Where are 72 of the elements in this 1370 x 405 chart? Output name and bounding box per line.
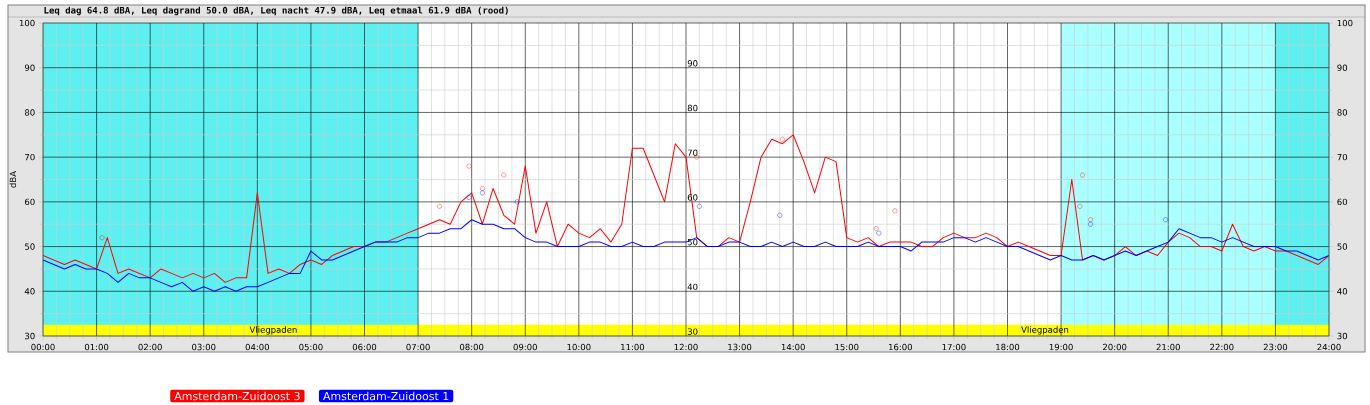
point [501, 172, 507, 178]
x-tick-label: 18:00 [996, 343, 1020, 351]
y2-tick-label: 80 [1337, 109, 1348, 116]
chart-title: Leq dag 64.8 dBA, Leq dagrand 50.0 dBA, Leq nacht 47.9 dBA, Leq etmaal 61.9 dBA (rood) [44, 6, 508, 16]
x-tick-label: 08:00 [459, 343, 484, 351]
y2-tick-label: 30 [1337, 332, 1348, 340]
point [466, 163, 472, 169]
point [780, 136, 785, 142]
y-tick-label: 80 [24, 109, 35, 116]
point [1080, 172, 1085, 178]
y-tick-label: 70 [25, 153, 35, 161]
y-tick-label: 90 [24, 64, 35, 71]
x-tick-label: 15:00 [835, 343, 859, 351]
x-tick-label: 01:00 [84, 343, 109, 351]
x-tick-label: 10:00 [567, 343, 591, 351]
annotation: 50 [687, 238, 698, 246]
y2-tick-label: 60 [1337, 198, 1348, 206]
x-tick-label: 07:00 [406, 343, 430, 351]
annotation: 40 [687, 283, 698, 291]
x-tick-label: 12:00 [674, 343, 698, 351]
x-tick-label: 13:00 [728, 343, 752, 351]
point [1088, 221, 1093, 227]
x-tick-label: 24:00 [1317, 343, 1341, 351]
point [479, 190, 485, 196]
point [1163, 217, 1168, 223]
x-tick-label: 14:00 [781, 343, 805, 351]
point [99, 235, 105, 241]
point [697, 203, 702, 209]
point [873, 226, 879, 232]
y-tick-label: 60 [24, 198, 35, 206]
point [466, 194, 472, 200]
y-tick-label: 30 [25, 332, 35, 340]
y-tick-label: 100 [19, 19, 35, 27]
x-tick-label: 05:00 [299, 343, 323, 351]
x-tick-label: 03:00 [192, 343, 216, 351]
point [1088, 217, 1093, 223]
x-tick-label: 04:00 [245, 343, 270, 351]
text: Amsterdam-Zuidoost 3 [174, 391, 300, 401]
point [777, 212, 783, 218]
point [876, 230, 882, 236]
point [479, 186, 485, 191]
annotation: Vliegpaden [1021, 326, 1069, 335]
x-tick-label: 19:00 [1049, 343, 1073, 351]
y2-tick-label: 100 [1337, 19, 1353, 27]
x-tick-label: 21:00 [1156, 343, 1180, 351]
annotation: 90 [687, 60, 698, 67]
y-tick-label: 40 [24, 288, 35, 295]
x-tick-label: 06:00 [352, 343, 377, 351]
x-tick-label: 17:00 [942, 343, 966, 351]
point [437, 203, 442, 209]
x-tick-label: 02:00 [138, 343, 162, 351]
y-axis-title: dBA [9, 171, 17, 188]
x-tick-label: 00:00 [31, 343, 55, 351]
y2-tick-label: 40 [1337, 288, 1348, 295]
annotation: 80 [687, 104, 698, 112]
x-tick-label: 11:00 [621, 343, 645, 351]
x-tick-label: 20:00 [1103, 343, 1127, 351]
x-tick-label: 23:00 [1263, 343, 1288, 351]
x-tick-label: 22:00 [1210, 343, 1234, 351]
y2-tick-label: 90 [1337, 64, 1348, 71]
point [892, 208, 898, 214]
y2-tick-label: 70 [1337, 153, 1348, 161]
y-tick-label: 50 [25, 243, 35, 250]
band-label: Vliegpaden [249, 326, 297, 335]
x-tick-label: 16:00 [889, 343, 913, 351]
annotation: 30 [687, 328, 698, 335]
point [1077, 203, 1083, 209]
annotation: 70 [687, 149, 698, 156]
y2-tick-label: 50 [1337, 243, 1348, 250]
point [514, 199, 520, 205]
text: Amsterdam-Zuidoost 1 [323, 391, 449, 401]
x-tick-label: 09:00 [513, 343, 537, 351]
